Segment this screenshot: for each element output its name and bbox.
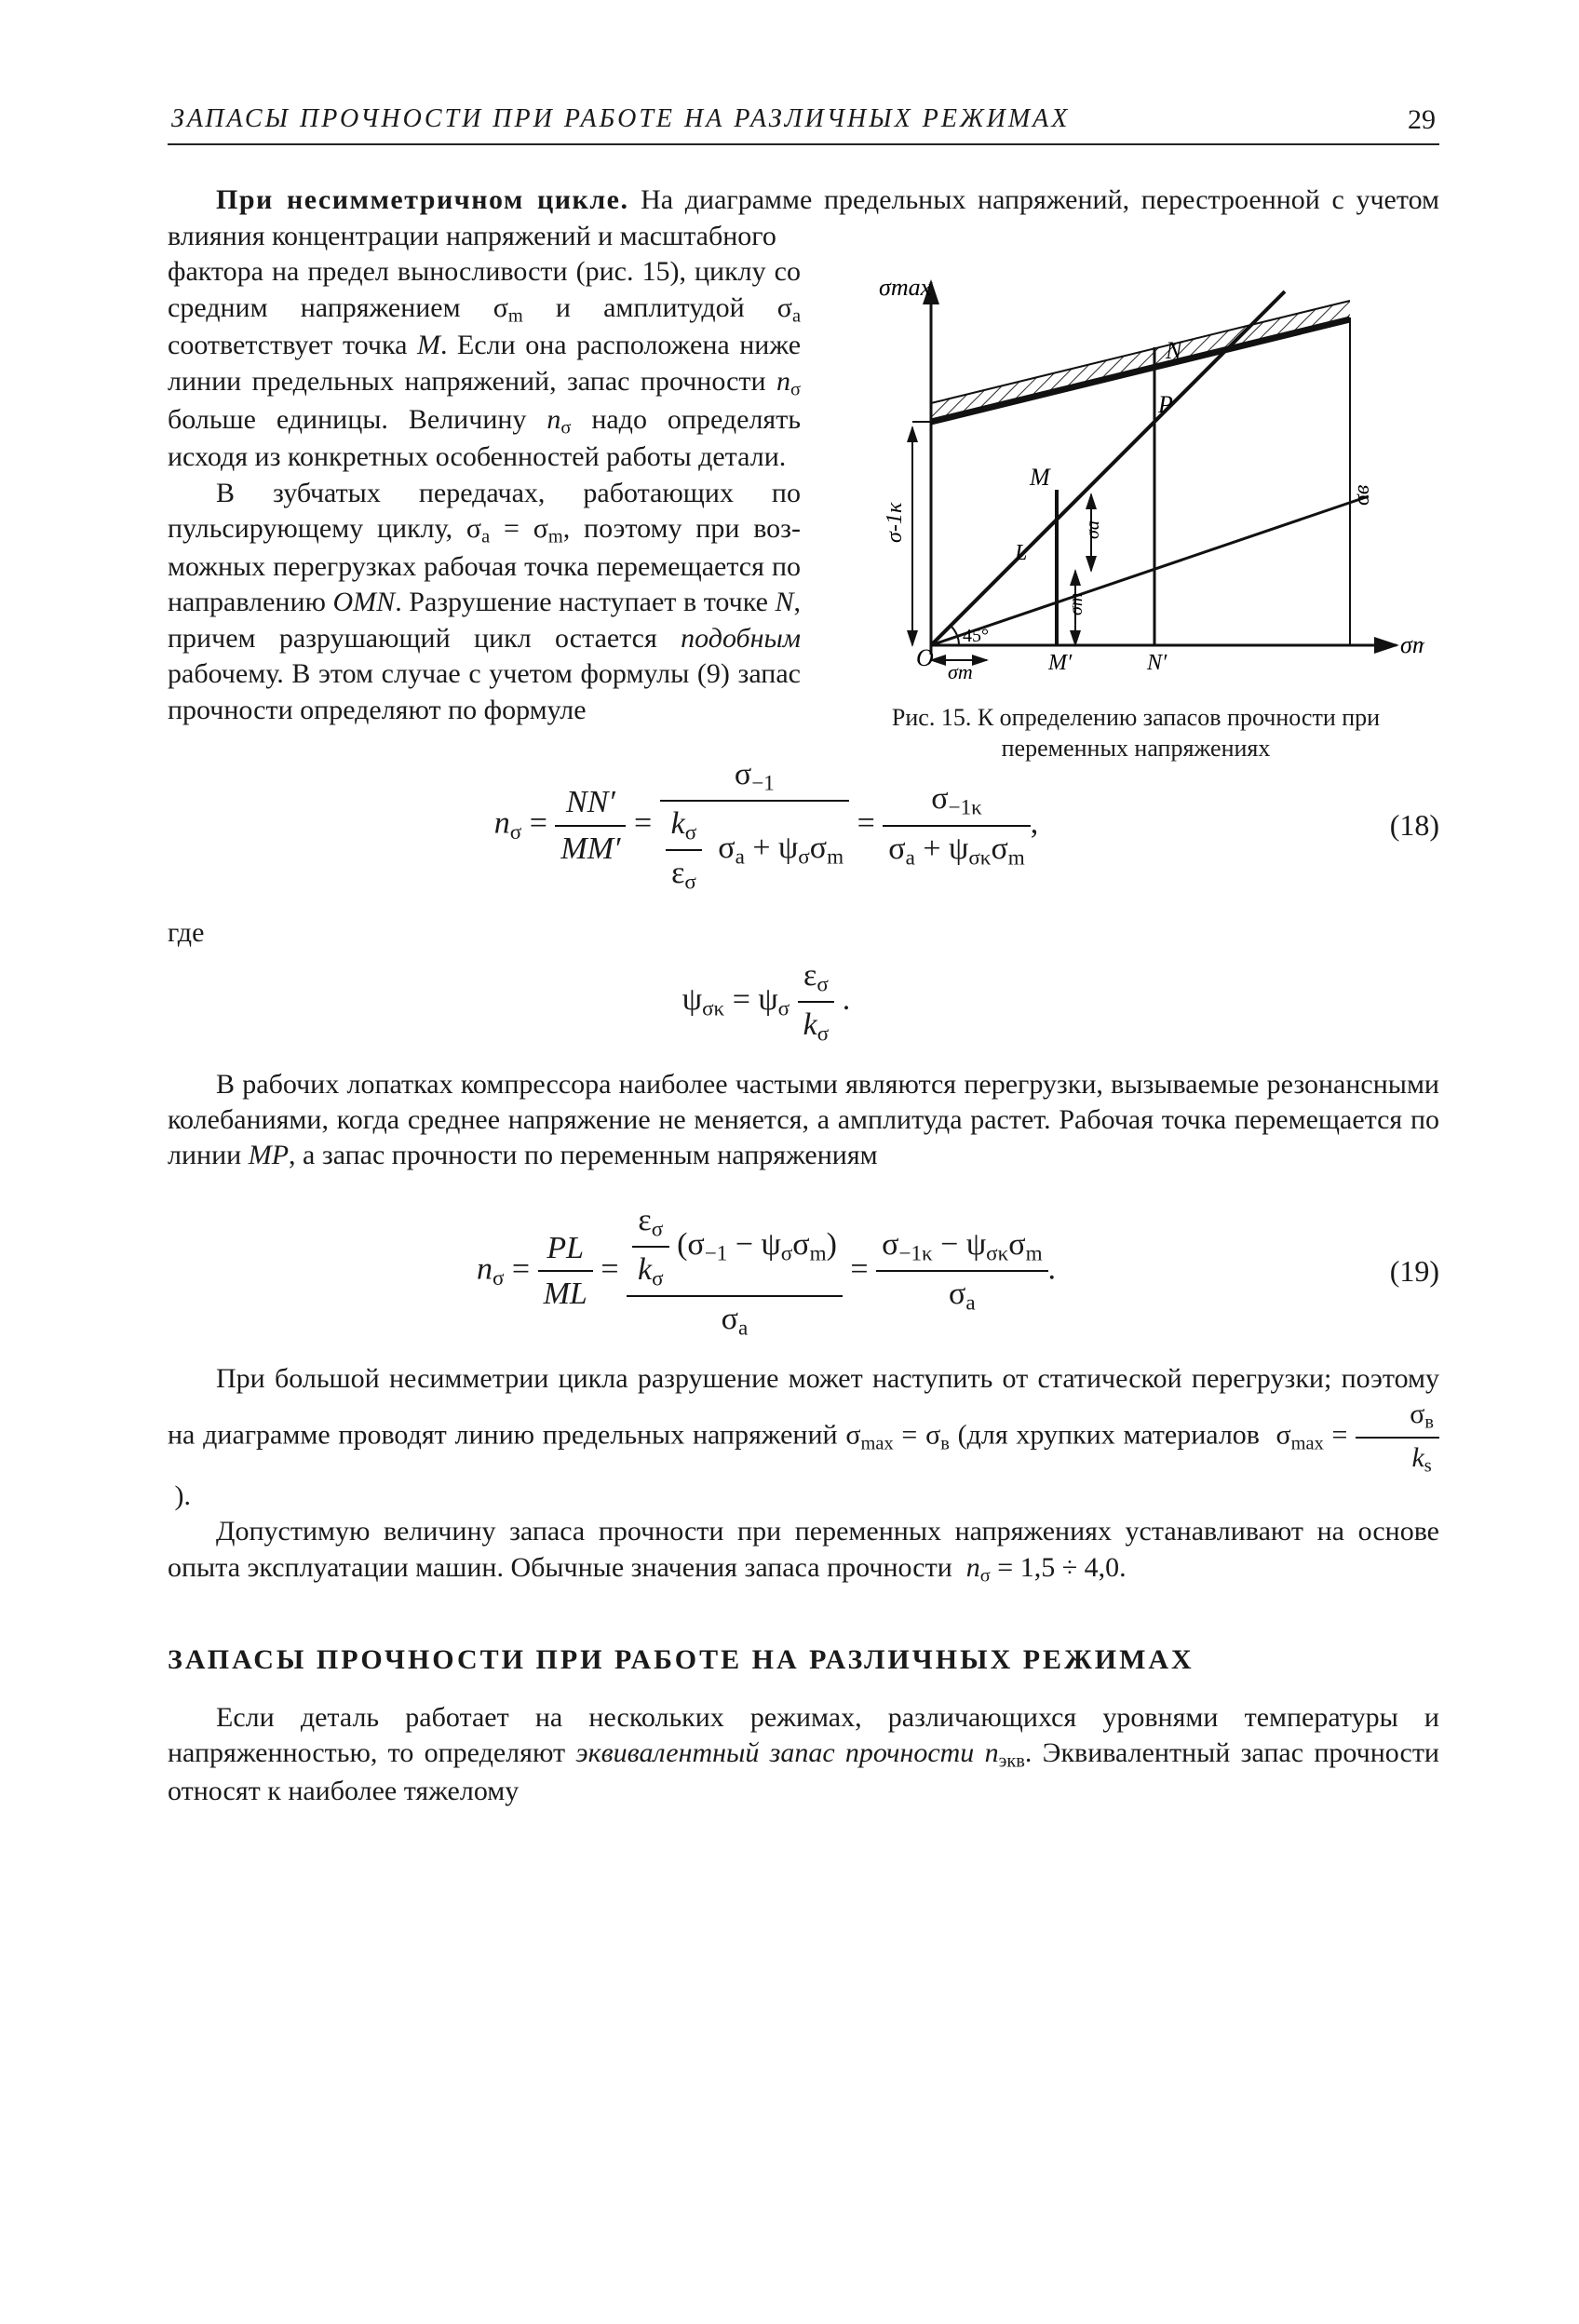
para-static: При большой несимметрии цикла разрушение… [168, 1361, 1439, 1514]
svg-text:P: P [1157, 391, 1173, 418]
svg-text:O: O [916, 644, 934, 671]
equation-18: nσ = NN′MM′ = σ−1 kσεσ σa + ψσσm = σ−1κ … [168, 754, 1439, 897]
psi-definition: ψσκ = ψσ εσkσ . [168, 955, 1439, 1048]
svg-text:σm: σm [1066, 593, 1086, 615]
svg-text:σm: σm [1400, 631, 1424, 658]
figure-15: σ-1κ σв σmax σm O M L P N M′ N′ 45° σm σ… [838, 263, 1434, 763]
svg-text:σв: σв [1350, 485, 1374, 506]
para-left-b: В зубчатых передачах, рабо­тающих по пул… [168, 476, 801, 728]
figure-15-svg: σ-1κ σв σmax σm O M L P N M′ N′ 45° σm σ… [847, 263, 1424, 692]
where-label: где [168, 915, 1439, 951]
para-allowable: Допустимую величину запаса прочности при… [168, 1514, 1439, 1588]
running-header: ЗАПАСЫ ПРОЧНОСТИ ПРИ РАБОТЕ НА РАЗЛИЧНЫХ… [168, 102, 1439, 145]
page-number: 29 [1408, 102, 1436, 138]
para-intro: При несимметричном цикле. На диаграмме п… [168, 182, 1439, 254]
equation-19-number: (19) [1365, 1252, 1439, 1290]
figure-caption: Рис. 15. К определению запасов прочности… [838, 703, 1434, 763]
equation-18-number: (18) [1365, 806, 1439, 844]
svg-text:σm: σm [948, 660, 973, 683]
svg-text:45°: 45° [963, 626, 989, 646]
svg-text:N: N [1165, 337, 1183, 364]
left-column: фактора на предел выносливости (рис. 15)… [168, 254, 801, 728]
svg-text:N′: N′ [1146, 651, 1167, 675]
para-left-a: фактора на предел выносливости (рис. 15)… [168, 254, 801, 476]
svg-text:σa: σa [1083, 520, 1103, 539]
svg-text:M′: M′ [1047, 651, 1073, 675]
page: ЗАПАСЫ ПРОЧНОСТИ ПРИ РАБОТЕ НА РАЗЛИЧНЫХ… [0, 0, 1579, 2324]
lead-bold: При несимметричном цикле. [216, 184, 629, 215]
svg-text:L: L [1014, 541, 1027, 565]
running-title: ЗАПАСЫ ПРОЧНОСТИ ПРИ РАБОТЕ НА РАЗЛИЧНЫХ… [171, 102, 1070, 138]
two-column-block: фактора на предел выносливости (рис. 15)… [168, 254, 1439, 728]
svg-text:σ-1κ: σ-1κ [883, 502, 907, 543]
section-heading: ЗАПАСЫ ПРОЧНОСТИ ПРИ РАБОТЕ НА РАЗЛИЧНЫХ… [168, 1642, 1439, 1678]
svg-text:σmax: σmax [879, 274, 932, 301]
equation-19: nσ = PLML = εσkσ (σ−1 − ψσσm) σa = σ−1κ … [168, 1200, 1439, 1343]
para-section2: Если деталь работает на нескольких режим… [168, 1700, 1439, 1810]
svg-text:M: M [1029, 464, 1051, 491]
para-compressor: В рабочих лопатках компрессора наиболее … [168, 1067, 1439, 1174]
